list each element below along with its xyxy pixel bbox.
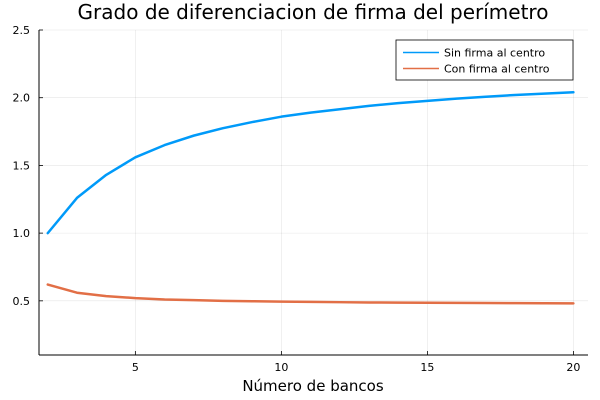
x-axis-label: Número de bancos — [242, 377, 384, 395]
x-tick-label: 10 — [274, 361, 288, 374]
legend-label-sin-firma: Sin firma al centro — [444, 47, 545, 60]
series-line-1 — [46, 283, 575, 305]
chart-title: Grado de diferenciacion de firma del per… — [78, 0, 549, 24]
y-tick-label: 1.5 — [13, 159, 31, 172]
y-tick-label: 2.0 — [13, 92, 31, 105]
y-tick-label: 2.5 — [13, 24, 31, 37]
x-tick-label: 5 — [132, 361, 139, 374]
tick-labels: 5 10 15 20 0.5 1.0 1.5 2.0 2.5 — [13, 24, 581, 374]
legend-label-con-firma: Con firma al centro — [444, 63, 550, 76]
x-tick-label: 20 — [566, 361, 580, 374]
series-lines — [46, 91, 575, 305]
x-tick-label: 15 — [420, 361, 434, 374]
legend-box — [395, 39, 574, 81]
legend: Sin firma al centro Con firma al centro — [395, 39, 574, 81]
series-line-0 — [46, 91, 575, 235]
y-tick-label: 0.5 — [13, 295, 31, 308]
y-tick-label: 1.0 — [13, 227, 31, 240]
